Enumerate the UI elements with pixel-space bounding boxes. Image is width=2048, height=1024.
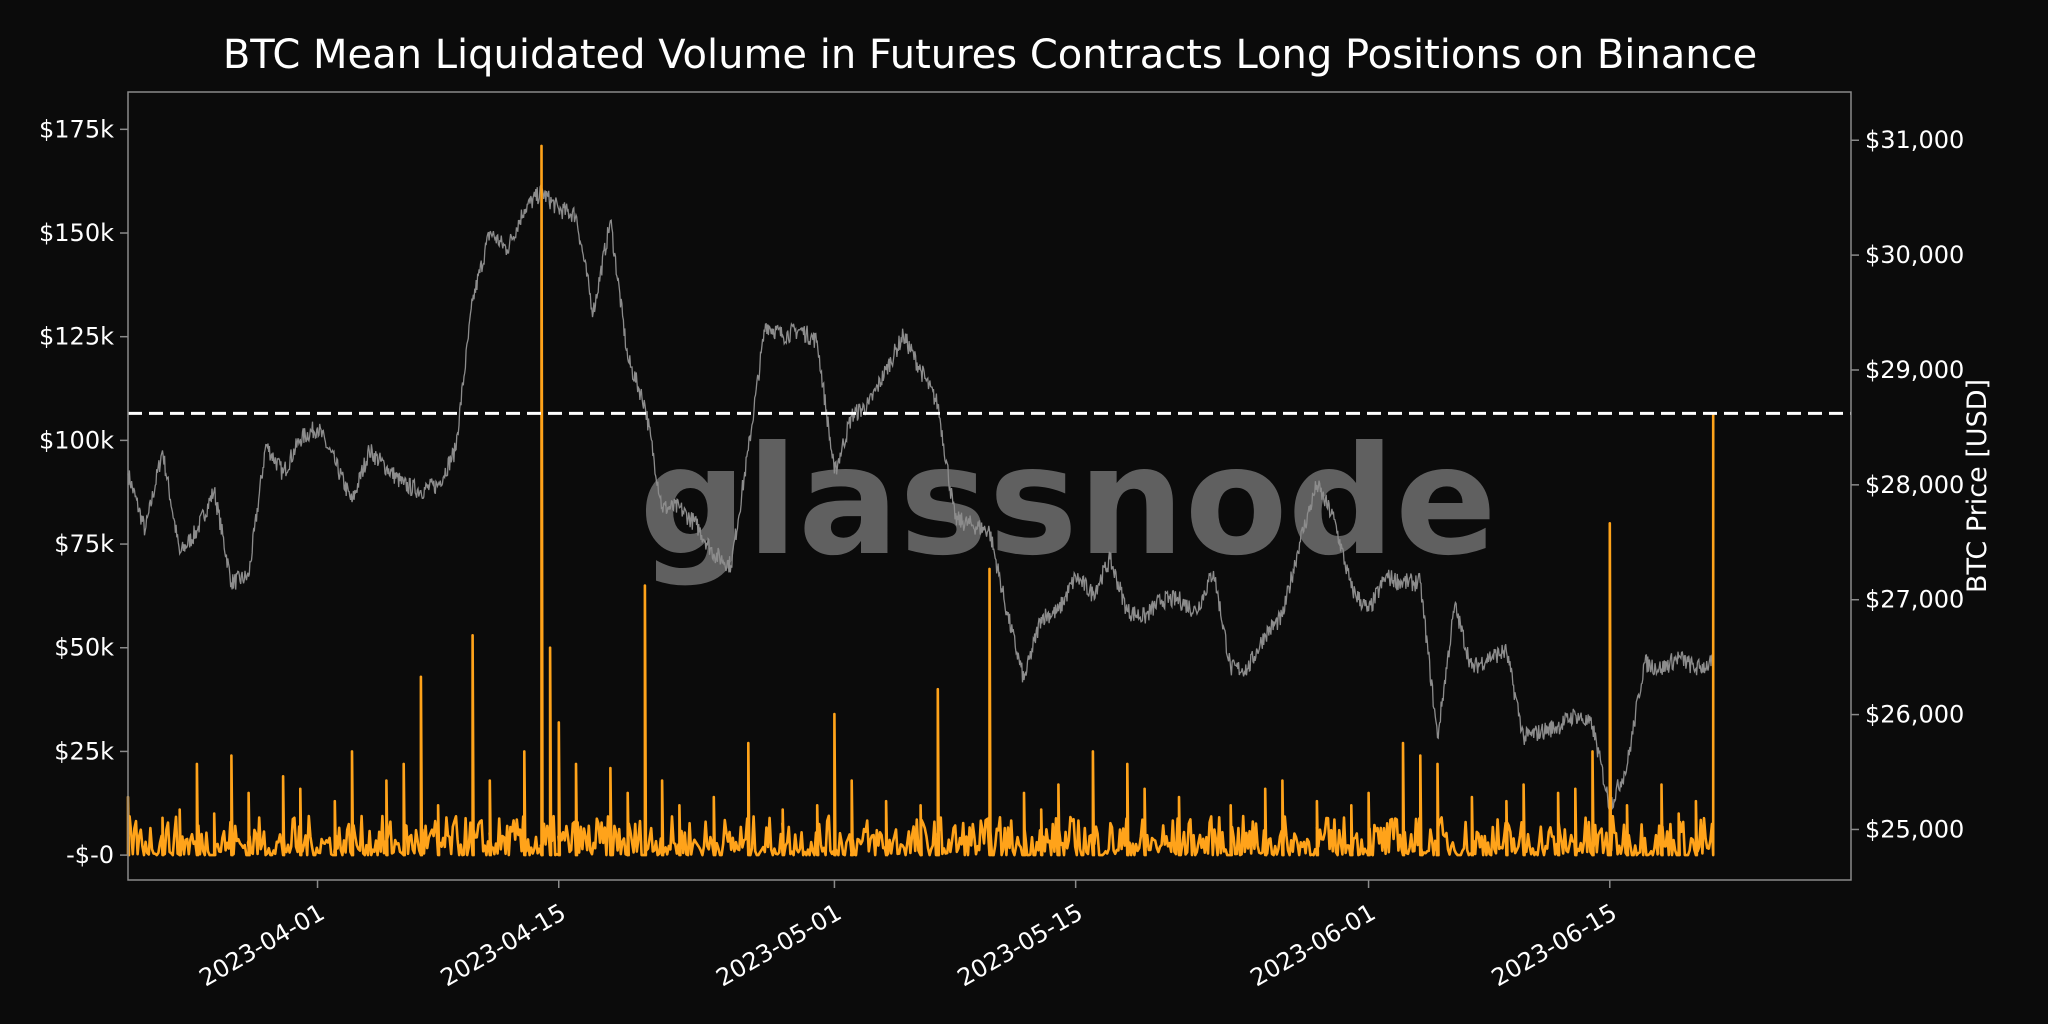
left-tick-label: $175k [39,115,114,143]
left-tick-label: $25k [54,737,114,765]
glassnode-watermark: glassnode [639,415,1497,589]
btc-price-line [127,182,1714,812]
left-tick-label: -$-0 [66,841,114,869]
right-tick-label: $26,000 [1865,701,1964,729]
right-axis-label: BTC Price [USD] [1962,379,1993,593]
plot-frame [127,91,1852,881]
right-axis: $25,000 $26,000 $27,000 $28,000 $29,000 $30,0… [1851,126,1964,843]
right-tick-label: $25,000 [1865,815,1964,843]
right-tick-label: $30,000 [1865,241,1964,269]
chart-title: BTC Mean Liquidated Volume in Futures Co… [223,32,1757,78]
left-tick-label: $50k [54,634,114,662]
right-tick-label: $28,000 [1865,471,1964,499]
right-tick-label: $29,000 [1865,356,1964,384]
right-tick-label: $27,000 [1865,586,1964,614]
liquidated-volume-line [126,144,1715,857]
left-axis: -$-0 $25k $50k $75k $100k $125k $150k $175k [39,115,128,869]
left-tick-label: $125k [39,323,114,351]
plot-area [126,144,1851,857]
left-tick-label: $100k [39,426,114,454]
left-tick-label: $75k [54,530,114,558]
left-tick-label: $150k [39,219,114,247]
right-tick-label: $31,000 [1865,126,1964,154]
